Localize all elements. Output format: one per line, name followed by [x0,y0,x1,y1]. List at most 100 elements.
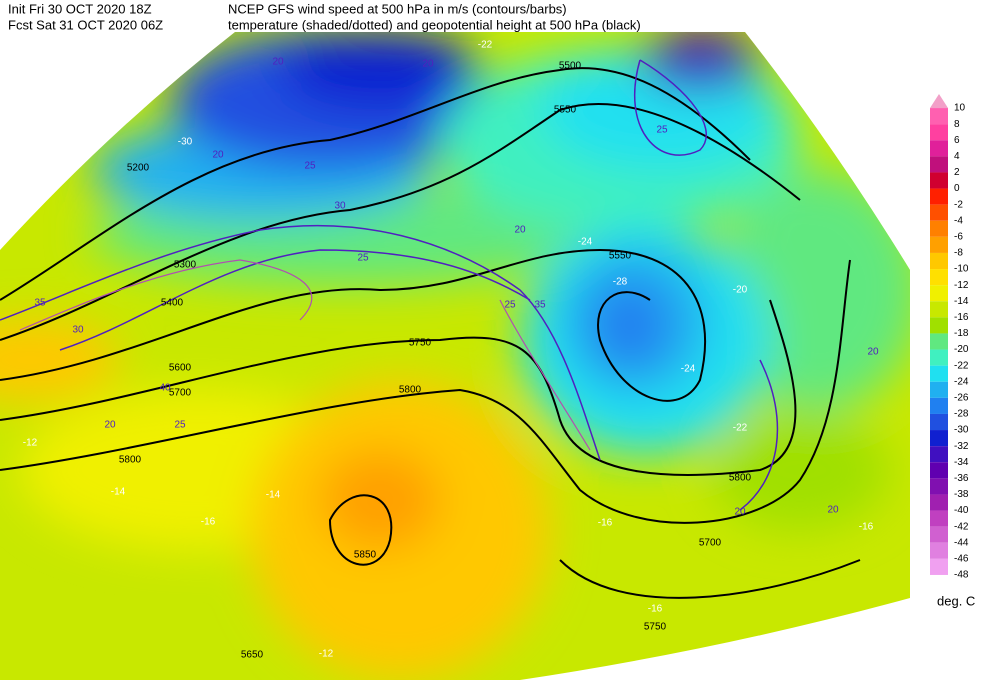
contour-label: -28 [613,277,628,288]
contour-label: -12 [319,649,334,660]
contour-label: 5550 [609,251,632,262]
contour-label: -14 [266,490,281,501]
colorbar-label: -28 [954,409,969,420]
contour-label: 20 [827,505,839,516]
colorbar-swatch [930,413,948,431]
colorbar-label: -48 [954,570,969,581]
contour-label: 20 [514,225,526,236]
colorbar-label: -26 [954,392,969,403]
colorbar-label: -32 [954,441,969,452]
contour-label: 35 [34,298,46,309]
contour-label: -14 [111,487,126,498]
colorbar-label: -14 [954,296,969,307]
contour-label: 5800 [399,385,422,396]
forecast-time: Fcst Sat 31 OCT 2020 06Z [8,17,163,32]
contour-label: 25 [304,161,316,172]
colorbar-swatch [930,188,948,205]
contour-label: -16 [598,518,613,529]
contour-label: -22 [733,423,748,434]
colorbar-label: -42 [954,521,969,532]
contour-label: -12 [23,438,38,449]
contour-label: 5650 [241,650,264,661]
contour-label: 5800 [729,473,752,484]
colorbar-label: -38 [954,489,969,500]
colorbar-swatch [930,252,948,270]
colorbar-label: -18 [954,328,969,339]
contour-label: -22 [478,40,493,51]
colorbar-label: -34 [954,457,969,468]
colorbar-swatch [930,236,948,253]
colorbar-swatch [930,478,948,495]
colorbar-label: -4 [954,215,963,226]
colorbar-swatch [930,381,948,398]
contour-label: 20 [422,59,434,70]
contour-label: 5800 [119,455,142,466]
contour-label: 25 [357,253,369,264]
colorbar-swatch [930,156,948,173]
contour-label: 25 [174,420,186,431]
colorbar-arrow [930,94,948,109]
contour-label: 25 [656,125,668,136]
colorbar-swatch [930,542,948,559]
colorbar-label: 0 [954,183,960,194]
colorbar-swatch [930,558,948,575]
contour-label: 30 [334,201,346,212]
contour-label: 5700 [169,388,192,399]
contour-label: -24 [578,237,593,248]
init-time: Init Fri 30 OCT 2020 18Z [8,1,152,16]
contour-label: 5550 [554,105,577,116]
colorbar-swatch [930,510,948,527]
colorbar-swatch [930,285,948,302]
colorbar-swatch [930,269,948,286]
colorbar-label: 10 [954,103,966,114]
colorbar-swatch [930,204,948,221]
colorbar-label: -6 [954,231,963,242]
contour-label: 5600 [169,363,192,374]
colorbar-label: 8 [954,119,960,130]
colorbar-label: -30 [954,425,969,436]
colorbar-swatch [930,494,948,511]
colorbar-swatch [930,333,948,350]
contour-label: 5500 [559,61,582,72]
colorbar-swatch [930,140,948,157]
colorbar-swatch [930,172,948,189]
colorbar-label: -44 [954,537,969,548]
colorbar-swatch [930,220,948,237]
colorbar-swatch [930,365,948,382]
colorbar-label: -40 [954,505,969,516]
contour-label: -16 [859,522,874,533]
colorbar-label: -10 [954,264,969,275]
map [0,32,910,680]
contour-label: 5750 [644,622,667,633]
colorbar-swatch [930,430,948,447]
colorbar-swatch [930,526,948,543]
subtitle: temperature (shaded/dotted) and geopoten… [228,17,641,32]
colorbar-label: 4 [954,151,960,162]
contour-label: 5300 [174,260,197,271]
colorbar-swatch [930,124,948,141]
colorbar-label: -20 [954,344,969,355]
contour-label: 20 [734,507,746,518]
colorbar-label: -2 [954,199,963,210]
colorbar-label: -24 [954,376,969,387]
colorbar-label: -12 [954,280,969,291]
colorbar-label: -16 [954,312,969,323]
map-labels: 5200 5300 5400 5500 5550 5550 5600 5700 5750 5800… [23,40,879,661]
colorbar-swatch [930,397,948,414]
colorbar-label: -8 [954,248,963,259]
colorbar-swatch [930,462,948,479]
contour-label: 5400 [161,298,184,309]
contour-label: 5200 [127,163,150,174]
contour-label: 20 [104,420,116,431]
contour-label: 20 [867,347,879,358]
contour-label: 30 [72,325,84,336]
contour-label: -16 [201,517,216,528]
colorbar-swatch [930,446,948,463]
colorbar-label: -46 [954,553,969,564]
contour-label: -16 [648,604,663,615]
colorbar-label: -36 [954,473,969,484]
colorbar-swatch [930,301,948,318]
contour-label: -30 [178,137,193,148]
contour-label: 20 [272,57,284,68]
colorbar-swatch [930,317,948,334]
